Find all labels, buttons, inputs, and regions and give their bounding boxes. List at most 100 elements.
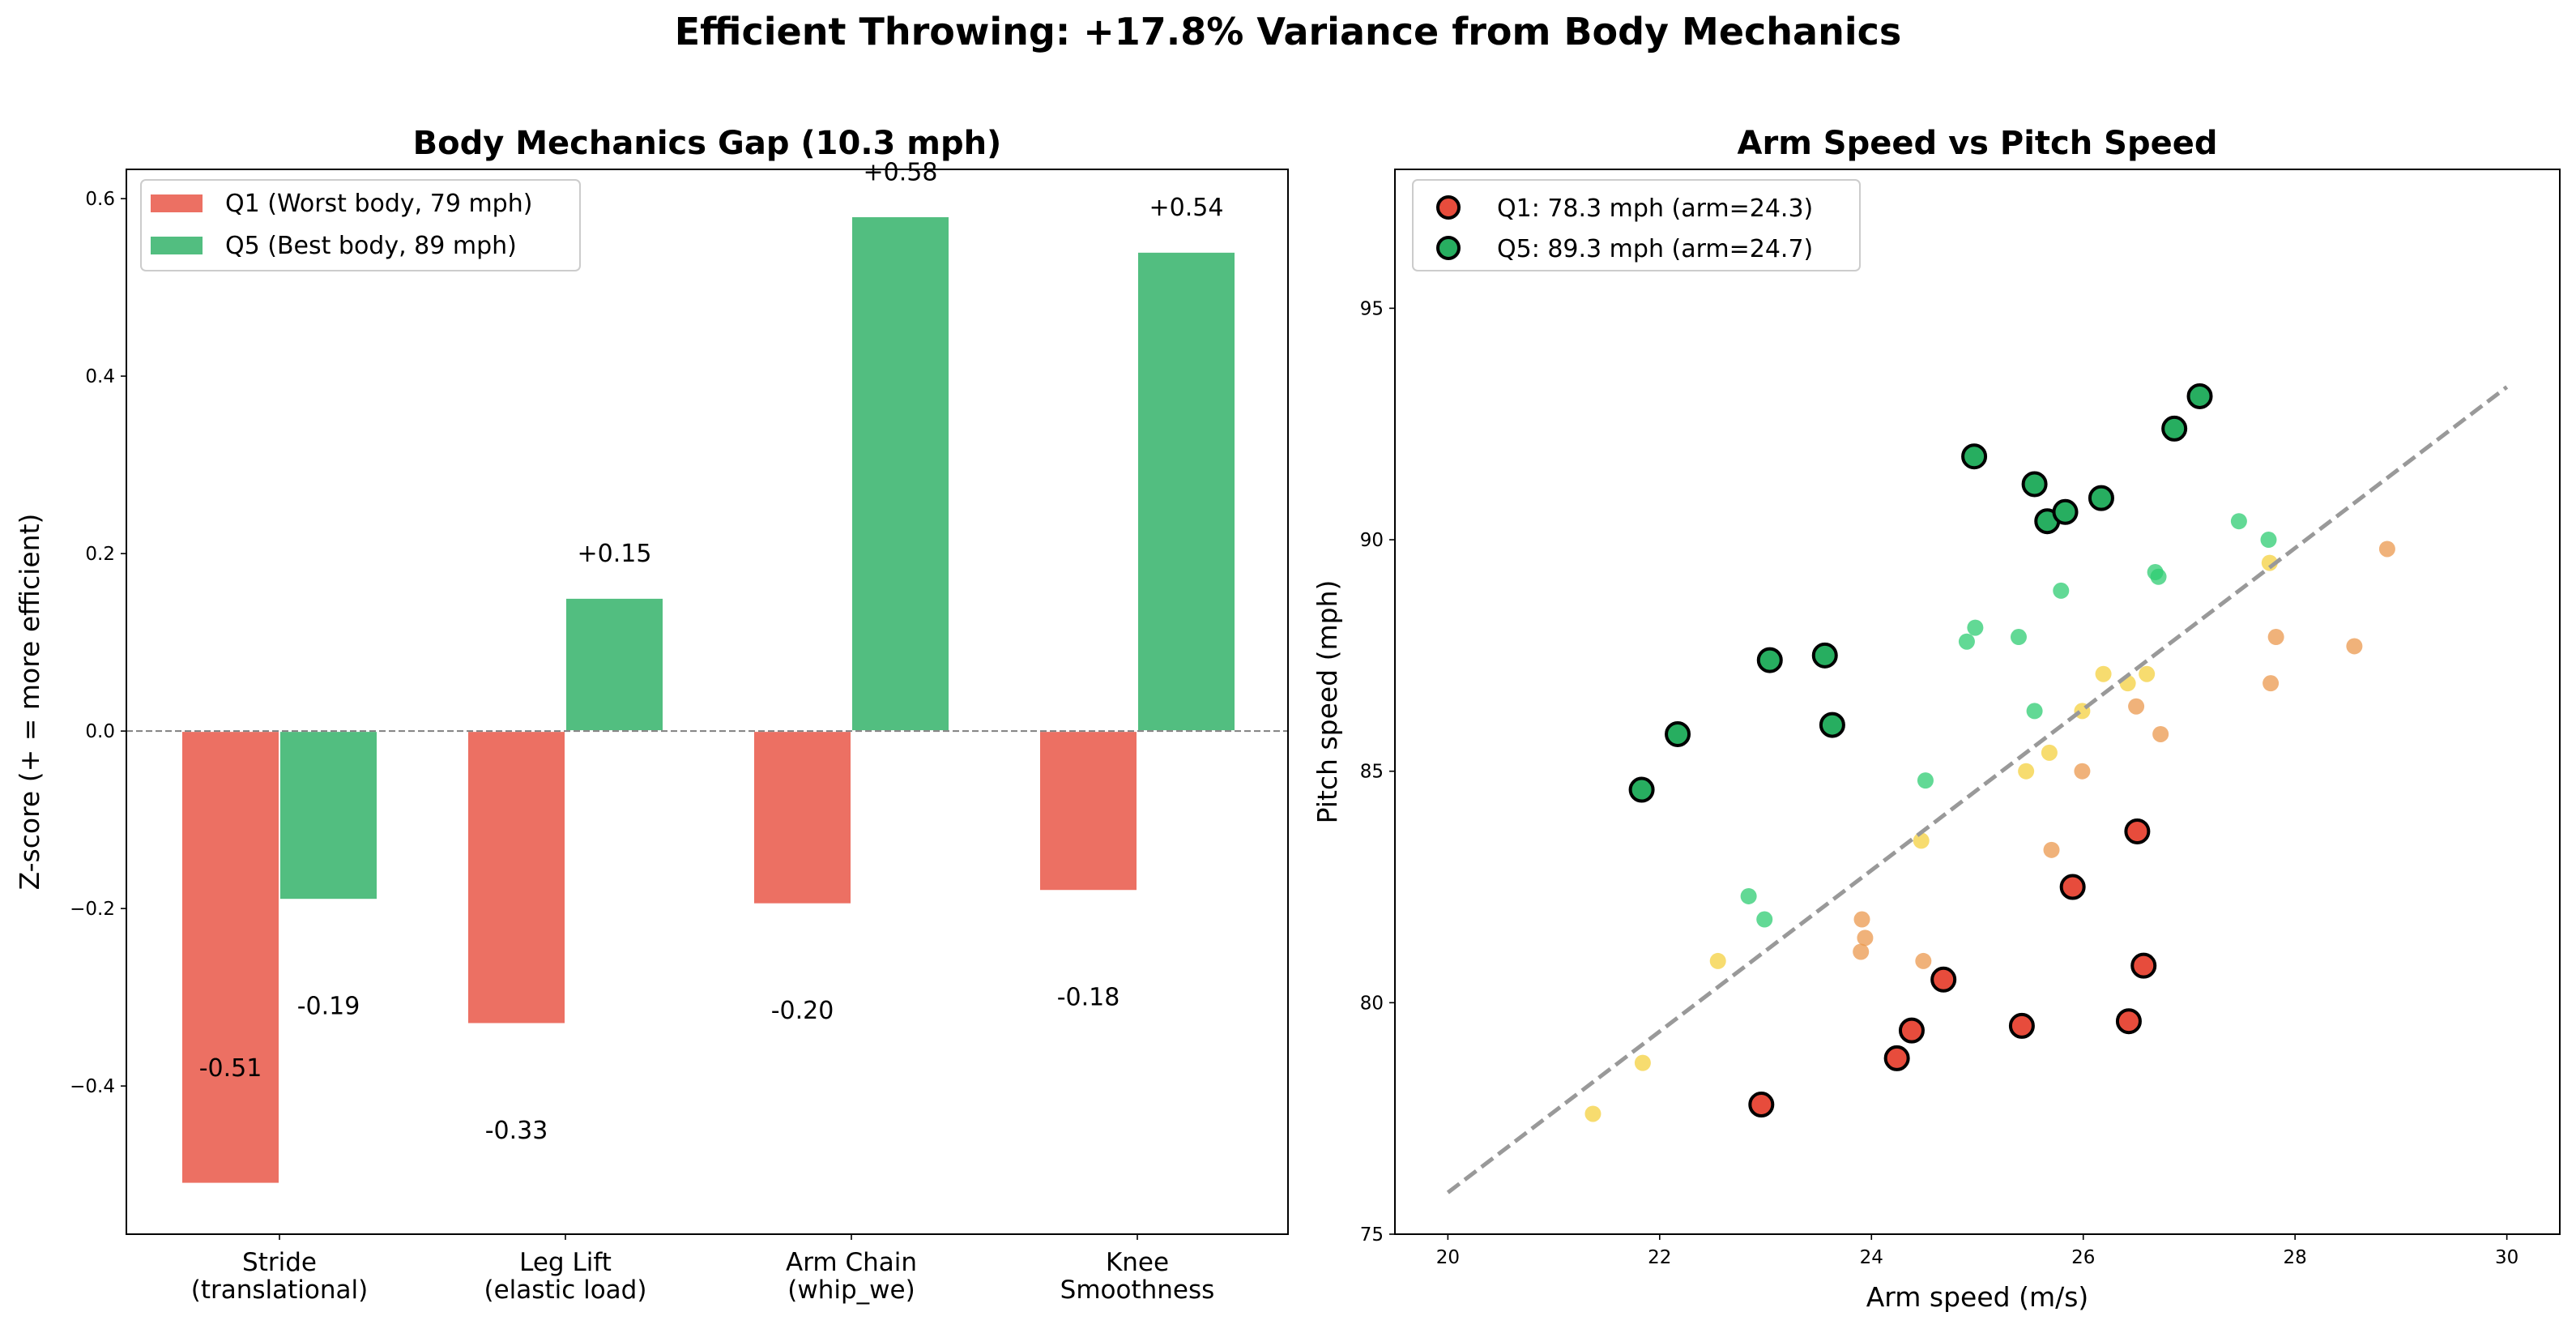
scatter-point xyxy=(2053,582,2070,599)
legend-label: Q5: 89.3 mph (arm=24.7) xyxy=(1497,235,1813,263)
bar-value-label: -0.33 xyxy=(485,1117,548,1145)
bar-q5 xyxy=(1137,250,1236,733)
scatter-point xyxy=(2026,703,2043,720)
y-tick-label: 90 xyxy=(1360,530,1384,551)
bar-value-label: -0.18 xyxy=(1057,984,1120,1012)
plot-frame xyxy=(126,169,1289,1235)
x-tick-label: 24 xyxy=(1860,1247,1883,1268)
plot-frame xyxy=(1394,169,2561,1235)
x-tick-label: Leg Lift (elastic load) xyxy=(484,1248,647,1305)
scatter-point xyxy=(2152,725,2169,742)
scatter-point-q1 xyxy=(2124,818,2151,844)
scatter-point-q1 xyxy=(1883,1045,1910,1071)
x-tick-label-line: Arm Chain xyxy=(786,1248,917,1277)
scatter-point xyxy=(2095,665,2112,682)
legend-label: Q1: 78.3 mph (arm=24.3) xyxy=(1497,194,1813,223)
scatter-point xyxy=(1913,832,1930,849)
bar-q5 xyxy=(279,730,378,901)
scatter-chart-ylabel: Pitch speed (mph) xyxy=(1311,580,1343,824)
scatter-point-q5 xyxy=(1961,443,1988,470)
x-tick-label-line: Knee xyxy=(1106,1248,1169,1277)
scatter-point xyxy=(1740,887,1757,904)
scatter-point xyxy=(2018,763,2035,780)
scatter-point xyxy=(1857,929,1874,947)
scatter-chart-xlabel: Arm speed (m/s) xyxy=(1866,1281,2089,1313)
scatter-chart-title: Arm Speed vs Pitch Speed xyxy=(1738,125,2218,162)
legend-marker xyxy=(1436,195,1461,220)
scatter-point xyxy=(2378,541,2395,558)
scatter-point xyxy=(2263,675,2280,692)
bar-value-label: -0.19 xyxy=(297,993,360,1021)
y-tick-label: 0.4 xyxy=(85,366,115,387)
scatter-point-q1 xyxy=(2130,952,2157,979)
scatter-point xyxy=(2010,629,2027,646)
x-tick-label: 26 xyxy=(2071,1247,2095,1268)
scatter-point-q1 xyxy=(1748,1092,1775,1118)
legend: Q1 (Worst body, 79 mph) Q5 (Best body, 89… xyxy=(140,179,581,271)
scatter-point-q5 xyxy=(2161,415,2188,442)
scatter-point-q1 xyxy=(1898,1017,1925,1044)
legend-label: Q5 (Best body, 89 mph) xyxy=(225,232,517,260)
scatter-point xyxy=(2150,568,2167,585)
scatter-point xyxy=(1917,772,1934,789)
y-tick-label: 95 xyxy=(1360,298,1384,319)
y-tick-label: 0.6 xyxy=(85,189,115,210)
bar-q5 xyxy=(851,216,950,733)
bar-q1 xyxy=(181,730,280,1185)
legend-box xyxy=(140,179,581,271)
bar-value-label: -0.51 xyxy=(199,1054,262,1083)
x-tick-label-line: (elastic load) xyxy=(484,1276,647,1305)
scatter-point-q5 xyxy=(2052,498,2079,525)
bar-q5 xyxy=(565,596,664,733)
scatter-point-q1 xyxy=(2115,1008,2142,1035)
x-tick-label: 20 xyxy=(1436,1247,1460,1268)
legend-marker xyxy=(1436,236,1461,260)
scatter-point xyxy=(2074,763,2091,780)
bar-chart-ylabel: Z-score (+ = more efficient) xyxy=(14,514,45,891)
bar-chart-title: Body Mechanics Gap (10.3 mph) xyxy=(413,125,1002,162)
x-tick-label: Knee Smoothness xyxy=(1060,1248,1215,1305)
scatter-point xyxy=(1853,943,1870,960)
legend-swatch xyxy=(151,194,203,212)
scatter-point xyxy=(2139,665,2156,682)
scatter-point xyxy=(2346,638,2363,655)
scatter-point-q5 xyxy=(2088,485,2114,511)
x-tick-label-line: (translational) xyxy=(191,1276,368,1305)
y-tick-label: −0.4 xyxy=(70,1076,115,1097)
scatter-point-q5 xyxy=(1819,712,1845,738)
scatter-point-q1 xyxy=(2008,1012,2035,1039)
x-tick-label: 30 xyxy=(2495,1247,2518,1268)
scatter-point-q1 xyxy=(1930,966,1957,993)
scatter-point xyxy=(1756,911,1773,928)
x-tick-label-line: Leg Lift xyxy=(519,1248,612,1277)
bar-q1 xyxy=(467,730,566,1025)
trend-line xyxy=(1446,385,2509,1194)
scatter-point xyxy=(2230,513,2247,530)
scatter-point-q1 xyxy=(2059,874,2086,900)
scatter-point-q5 xyxy=(2021,471,2048,498)
scatter-point xyxy=(1634,1054,1651,1071)
figure-suptitle: Efficient Throwing: +17.8% Variance from… xyxy=(675,10,1902,53)
scatter-point xyxy=(1915,952,1932,969)
scatter-point xyxy=(2267,629,2284,646)
x-tick-label: Stride (translational) xyxy=(191,1248,368,1305)
y-tick-label: 75 xyxy=(1360,1224,1384,1246)
x-tick-label-line: Smoothness xyxy=(1060,1276,1215,1305)
y-tick-label: 0.2 xyxy=(85,544,115,565)
scatter-point xyxy=(1709,952,1726,969)
bar-value-label: +0.54 xyxy=(1149,194,1224,222)
scatter-point-q5 xyxy=(1665,720,1691,747)
bar-value-label: -0.20 xyxy=(771,997,834,1025)
scatter-point-q5 xyxy=(1811,642,1838,669)
legend: Q1: 78.3 mph (arm=24.3) Q5: 89.3 mph (arm… xyxy=(1412,179,1861,271)
legend-box xyxy=(1412,179,1861,271)
x-tick-label-line: Stride xyxy=(242,1248,317,1277)
scatter-point-q5 xyxy=(2186,382,2213,409)
scatter-point xyxy=(1584,1105,1601,1122)
x-tick-label-line: (whip_we) xyxy=(787,1276,915,1305)
legend-label: Q1 (Worst body, 79 mph) xyxy=(225,190,532,218)
scatter-point xyxy=(2261,554,2278,571)
bar-chart-panel: Body Mechanics Gap (10.3 mph) Z-score (+… xyxy=(14,125,1289,1305)
bar-value-label: +0.58 xyxy=(864,158,938,186)
